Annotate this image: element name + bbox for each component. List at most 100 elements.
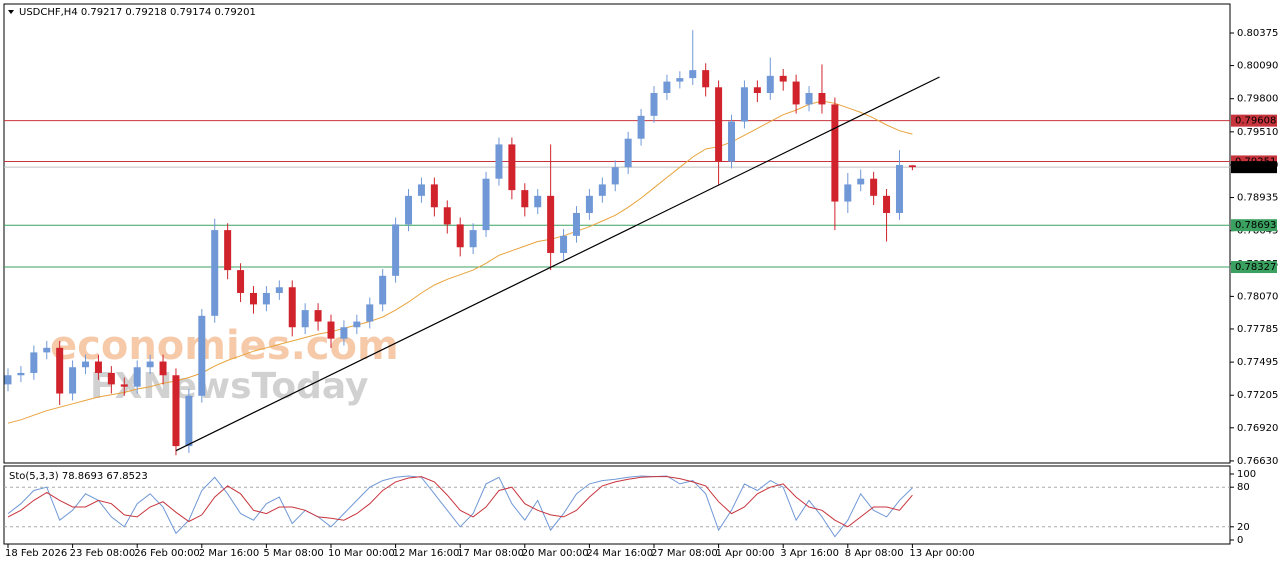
candle-body — [728, 121, 736, 162]
candle-body — [857, 178, 865, 185]
open-value: 0.79217 — [81, 7, 122, 18]
osc-tick-label: 100 — [1237, 469, 1256, 480]
candle-body — [753, 87, 761, 93]
candle-body — [107, 372, 115, 385]
y-tick-label: 0.76630 — [1237, 456, 1278, 467]
candle-body — [314, 310, 322, 322]
x-tick-label: 5 Mar 08:00 — [263, 548, 323, 559]
y-tick-label: 0.77785 — [1237, 324, 1278, 335]
candle-body — [650, 92, 658, 116]
oscillator-frame — [3, 465, 1231, 545]
candle-body — [185, 395, 193, 447]
candle-body — [4, 375, 12, 385]
candle-body — [94, 361, 102, 373]
candle-body — [585, 195, 593, 213]
candle-body — [883, 195, 891, 213]
x-tick-label: 26 Feb 00:00 — [134, 548, 200, 559]
candle-body — [262, 292, 270, 305]
candle-body — [392, 224, 400, 276]
candle-body — [159, 361, 167, 376]
candle-body — [572, 212, 580, 236]
candle-body — [779, 75, 787, 82]
x-tick-label: 12 Mar 16:00 — [393, 548, 460, 559]
y-tick-label: 0.77495 — [1237, 357, 1278, 368]
candle-body — [172, 375, 180, 447]
candle-body — [69, 367, 77, 394]
price-label-box — [1231, 219, 1277, 232]
candle-body — [288, 287, 296, 328]
candle-body — [82, 361, 90, 368]
price-frame — [3, 3, 1231, 464]
symbol: USDCHF,H4 — [19, 7, 78, 18]
x-tick-label: 20 Mar 00:00 — [522, 548, 589, 559]
menu-arrow[interactable] — [8, 10, 14, 14]
candle-body — [624, 138, 632, 168]
candle-body — [495, 144, 503, 179]
main-value: 78.8693 — [62, 471, 103, 482]
y-tick-label: 0.79800 — [1237, 94, 1278, 105]
candle-body — [327, 321, 335, 339]
low-value: 0.79174 — [170, 7, 211, 18]
x-tick-label: 24 Mar 16:00 — [586, 548, 653, 559]
candle-body — [30, 352, 38, 373]
close-value: 0.79201 — [215, 7, 256, 18]
candle-body — [766, 75, 774, 93]
y-tick-label: 0.78935 — [1237, 193, 1278, 204]
candle-body — [469, 230, 477, 248]
candle-body — [702, 70, 710, 88]
candle-body — [895, 164, 903, 213]
candle-body — [353, 321, 361, 328]
oscillator-header: Sto(5,3,3) 78.8693 67.8523 — [9, 471, 148, 482]
candle-body — [508, 144, 516, 191]
candle-body — [870, 178, 878, 196]
x-tick-label: 27 Mar 08:00 — [651, 548, 718, 559]
candle-body — [366, 304, 374, 322]
candle-body — [301, 310, 309, 328]
osc-tick-label: 20 — [1237, 522, 1250, 533]
osc-line — [7, 476, 913, 528]
y-tick-label: 0.80375 — [1237, 28, 1278, 39]
high-value: 0.79218 — [125, 7, 166, 18]
candle-body — [611, 167, 619, 185]
candle-body — [908, 165, 916, 168]
candle-body — [715, 87, 723, 162]
candle-body — [534, 195, 542, 208]
candle-body — [831, 104, 839, 202]
candle-body — [663, 81, 671, 93]
candle-body — [637, 115, 645, 139]
price-label: 0.78693 — [1235, 220, 1276, 231]
candle-body — [844, 184, 852, 202]
chart-header: USDCHF,H4 0.79217 0.79218 0.79174 0.7920… — [19, 7, 256, 18]
candle-body — [482, 178, 490, 231]
candle-body — [689, 70, 697, 79]
candle-body — [792, 81, 800, 105]
price-label: 0.79608 — [1235, 116, 1276, 127]
candle-body — [43, 347, 51, 353]
candle-body — [818, 92, 826, 105]
candle-body — [17, 372, 25, 376]
price-label: 0.78327 — [1235, 262, 1276, 273]
y-tick-label: 0.78070 — [1237, 291, 1278, 302]
candle-body — [417, 184, 425, 196]
candle-body — [120, 384, 128, 387]
candle-body — [56, 347, 64, 394]
price-label-box — [1231, 261, 1277, 274]
x-tick-label: 23 Feb 08:00 — [70, 548, 136, 559]
moving-average — [7, 100, 913, 424]
candle-body — [249, 292, 257, 305]
oscillator-name: Sto(5,3,3) — [9, 471, 59, 482]
candle-body — [560, 235, 568, 253]
x-tick-label: 17 Mar 08:00 — [457, 548, 524, 559]
candle-body — [676, 78, 684, 82]
candle-body — [198, 315, 206, 396]
x-tick-label: 18 Feb 2026 — [5, 548, 67, 559]
trendline — [175, 76, 940, 452]
x-tick-label: 2 Mar 16:00 — [199, 548, 259, 559]
candle-body — [211, 230, 219, 316]
candle-body — [521, 190, 529, 208]
x-tick-label: 13 Apr 00:00 — [909, 548, 974, 559]
candle-body — [740, 87, 748, 122]
osc-tick-label: 80 — [1237, 482, 1250, 493]
x-tick-label: 3 Apr 16:00 — [780, 548, 839, 559]
